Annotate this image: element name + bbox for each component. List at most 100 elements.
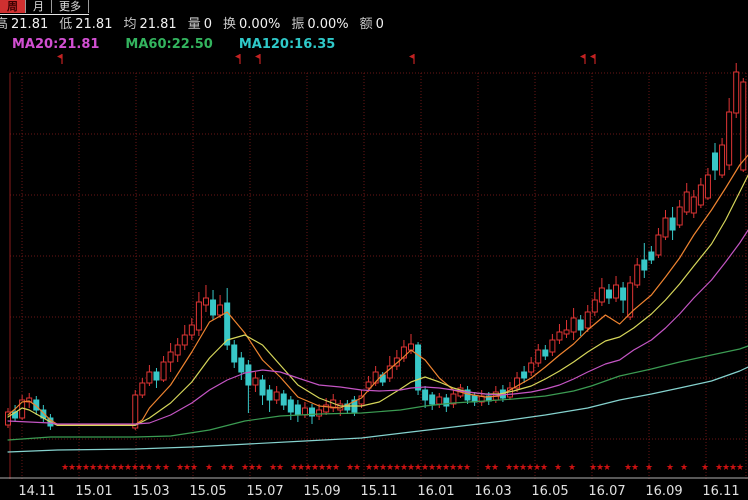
star-marker-icon: ★ [680,463,688,473]
star-marker-icon: ★ [400,463,408,473]
star-marker-icon: ★ [442,463,450,473]
x-axis-label: 14.11 [18,484,55,499]
candle-down [344,403,351,411]
stat-item: 振 0.00% [291,17,348,32]
star-marker-icon: ★ [554,463,562,473]
candle-down [577,319,584,331]
star-marker-icon: ★ [428,463,436,473]
candle-up [655,234,662,256]
candle-down [259,379,266,396]
star-marker-icon: ★ [227,463,235,473]
star-marker-icon: ★ [540,463,548,473]
ma-legend-item: MA20:21.81 [12,37,100,52]
candle-down [620,287,627,301]
star-marker-icon: ★ [736,463,744,473]
candle-up [563,329,570,335]
candle-up [407,343,414,351]
event-flag-icon [57,54,62,59]
candle-down [309,407,316,417]
event-flag-icon [409,54,414,59]
candle-up [139,382,146,396]
candle-up [146,371,153,384]
ma-line-ma10 [7,174,748,426]
candle-up [733,71,740,114]
candlestick-series [5,63,747,430]
x-axis-label: 15.11 [360,484,397,499]
stat-value: 21.81 [11,17,49,32]
chart-grid [9,72,747,479]
tab-more[interactable]: 更多 [52,0,89,13]
star-marker-icon: ★ [379,463,387,473]
star-marker-icon: ★ [269,463,277,473]
x-axis-label: 16.05 [531,484,568,499]
x-axis-label: 16.01 [417,484,454,499]
stat-label: 量 [187,17,201,32]
stat-label: 换 [223,17,237,32]
candle-down [266,389,273,401]
candle-down [669,217,676,231]
event-flag-icon [580,54,585,59]
stat-value: 21.81 [139,17,177,32]
star-marker-icon: ★ [255,463,263,473]
candle-up [726,111,733,166]
candle-up [514,377,521,389]
period-tabbar: 周月更多 [0,0,89,15]
star-marker-icon: ★ [449,463,457,473]
candle-up [683,191,690,213]
stat-item: 均 21.81 [123,17,176,32]
candle-up [132,394,139,429]
star-marker-icon: ★ [332,463,340,473]
star-marker-row: ★★★★★★★★★★★★★ ★ ★ ★★★ ★ ★★ ★★★ ★★ ★★★★★★★ ★★ ★★★★★… [61,463,744,473]
candle-down [542,349,549,357]
star-marker-icon: ★ [526,463,534,473]
stat-item: 换 0.00% [223,17,280,32]
tab-month[interactable]: 月 [26,0,52,13]
star-marker-icon: ★ [596,463,604,473]
star-marker-icon: ★ [248,463,256,473]
candle-up [591,299,598,313]
candle-down [238,357,245,373]
star-marker-icon: ★ [276,463,284,473]
star-marker-icon: ★ [103,463,111,473]
stat-value: 21.81 [75,17,113,32]
candle-up [598,287,605,303]
star-marker-icon: ★ [138,463,146,473]
event-flag-markers [57,54,596,64]
tab-week[interactable]: 周 [0,0,26,13]
candle-up [400,346,407,359]
star-marker-icon: ★ [589,463,597,473]
candle-up [386,365,393,379]
candle-up [181,334,188,346]
candle-up [450,393,457,405]
x-axis-label: 15.03 [132,484,169,499]
x-axis-label: 16.09 [645,484,682,499]
star-marker-icon: ★ [393,463,401,473]
candle-down [648,251,655,261]
candle-up [719,144,726,176]
ma-line-ma120 [7,366,748,453]
stat-value: 0 [203,17,212,32]
star-marker-icon: ★ [505,463,513,473]
candle-down [287,399,294,413]
stat-item: 低 21.81 [59,17,112,32]
star-marker-icon: ★ [117,463,125,473]
stat-value: 0 [375,17,384,32]
star-marker-icon: ★ [631,463,639,473]
star-marker-icon: ★ [190,463,198,473]
candle-up [26,397,33,403]
star-marker-icon: ★ [519,463,527,473]
star-marker-icon: ★ [318,463,326,473]
candle-up [690,196,697,214]
star-marker-icon: ★ [435,463,443,473]
star-marker-icon: ★ [645,463,653,473]
star-marker-icon: ★ [68,463,76,473]
star-marker-icon: ★ [414,463,422,473]
stat-value: 0.00% [307,17,349,32]
candle-up [634,264,641,286]
candle-up [393,357,400,367]
candle-up [704,174,711,199]
x-axis-label: 16.07 [588,484,625,499]
star-marker-icon: ★ [220,463,228,473]
